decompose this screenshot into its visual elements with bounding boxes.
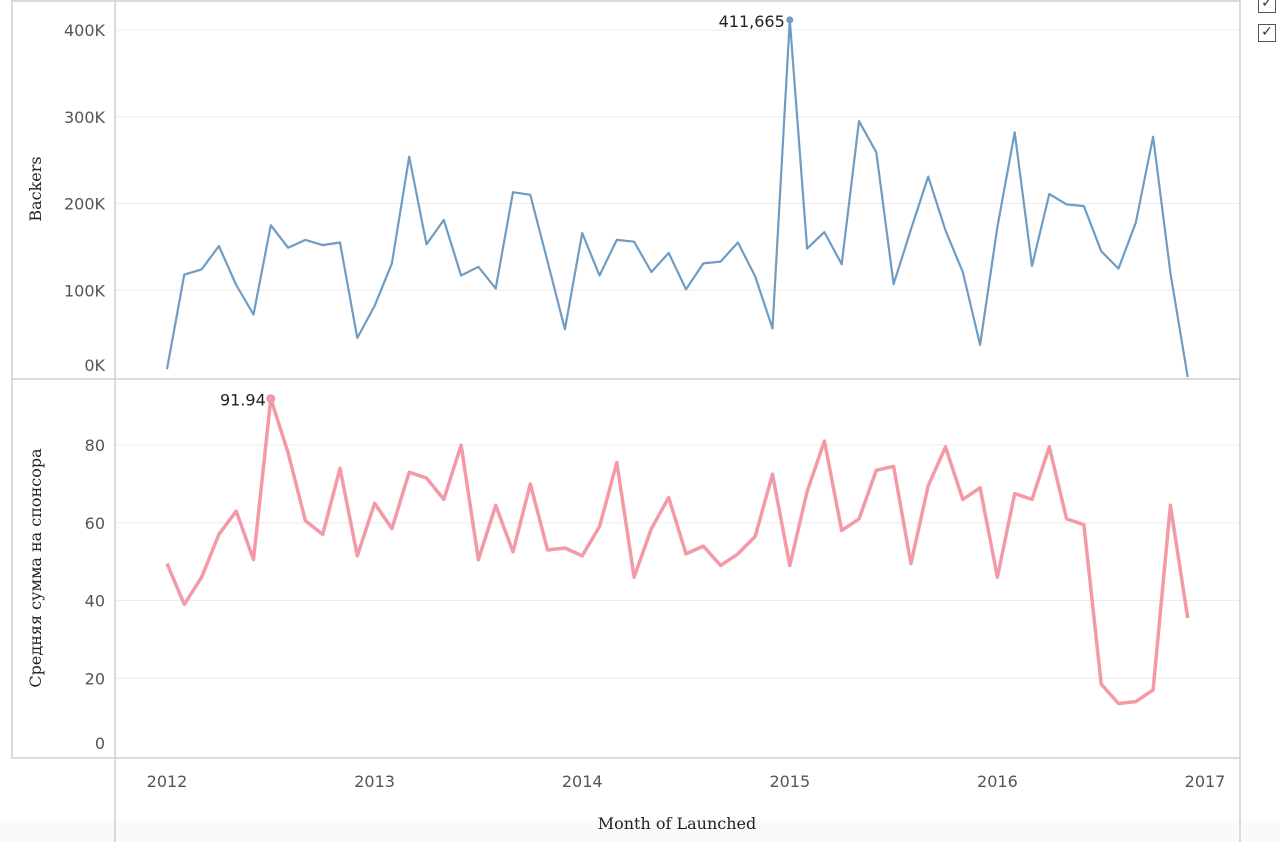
avg-amount-peak-label: 91.94 [220, 391, 266, 410]
x-tick-label: 2015 [769, 772, 810, 791]
y-tick-label: 400K [64, 21, 106, 40]
bottom-y-axis-title: Средняя сумма на спонсора [26, 448, 45, 688]
checkmark-icon: ✓ [1261, 24, 1273, 40]
avg-amount-series-line [165, 396, 1190, 706]
x-tick-label: 2012 [147, 772, 188, 791]
y-tick-label: 100K [64, 281, 106, 300]
x-tick-label: 2017 [1185, 772, 1226, 791]
series-lines [165, 18, 1190, 706]
y-tick-label: 80 [85, 436, 105, 455]
bottom-shade [0, 820, 1280, 842]
y-tick-label: 40 [85, 592, 105, 611]
checkmark-icon: ✓ [1261, 0, 1273, 11]
top-y-axis-title: Backers [26, 156, 45, 221]
peak-markers: 411,665 91.94 [220, 12, 794, 410]
x-tick-label: 2016 [977, 772, 1018, 791]
axis-ticks: 0K 100K 200K 300K 400K 0 20 40 60 80 2012 2013 2014 2… [64, 21, 1225, 791]
legend-checkbox-avg-amount[interactable]: ✓ [1258, 24, 1276, 42]
backers-series-line [165, 18, 1189, 378]
backers-peak-point [786, 16, 794, 24]
backers-peak-label: 411,665 [719, 12, 785, 31]
x-tick-label: 2013 [354, 772, 395, 791]
y-tick-label: 0 [95, 734, 105, 753]
x-tick-label: 2014 [562, 772, 603, 791]
legend-checkbox-backers[interactable]: ✓ [1258, 0, 1276, 13]
gridlines [115, 29, 1240, 679]
x-axis-title: Month of Launched [598, 814, 757, 833]
y-tick-label: 0K [84, 356, 105, 375]
y-tick-label: 200K [64, 195, 106, 214]
y-tick-label: 60 [85, 514, 105, 533]
y-tick-label: 20 [85, 669, 105, 688]
y-tick-label: 300K [64, 108, 106, 127]
avg-amount-peak-point [266, 394, 276, 404]
